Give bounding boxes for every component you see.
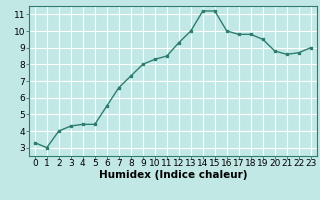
X-axis label: Humidex (Indice chaleur): Humidex (Indice chaleur) <box>99 170 247 180</box>
